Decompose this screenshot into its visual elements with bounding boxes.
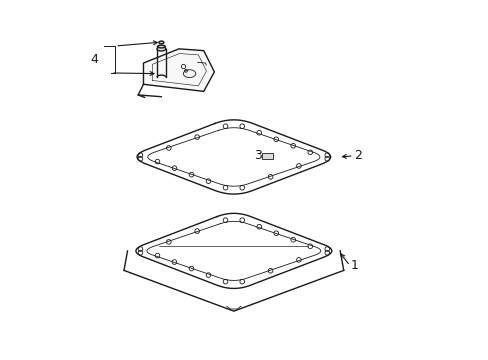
Bar bbox=[262, 153, 272, 159]
Text: 1: 1 bbox=[350, 259, 358, 272]
Ellipse shape bbox=[157, 45, 165, 48]
Text: 2: 2 bbox=[354, 149, 362, 162]
Ellipse shape bbox=[159, 41, 163, 44]
Polygon shape bbox=[143, 49, 214, 91]
Ellipse shape bbox=[157, 47, 165, 51]
Text: 3: 3 bbox=[254, 149, 262, 162]
Text: 4: 4 bbox=[90, 53, 98, 66]
